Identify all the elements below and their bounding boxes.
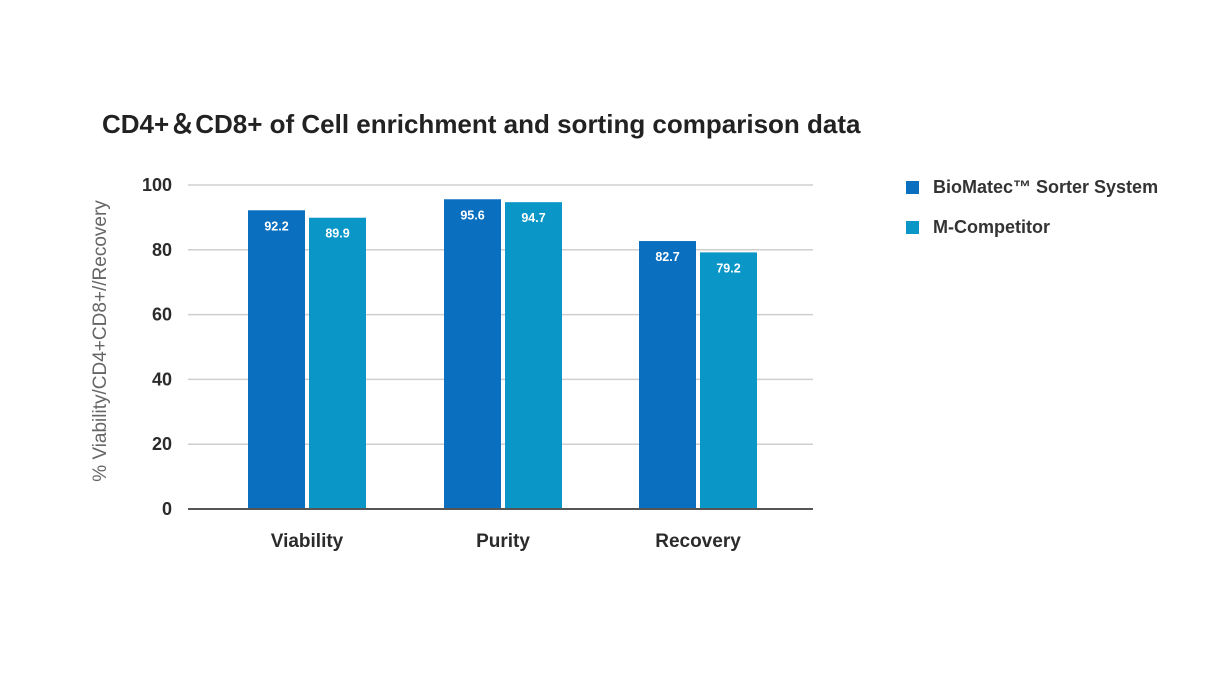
y-tick-label-60: 60	[152, 305, 172, 325]
y-axis-title: % Viability/CD4+CD8+//Recovery	[90, 200, 111, 482]
y-tick-label-20: 20	[152, 434, 172, 454]
data-label-recovery-s0: 82.7	[655, 250, 679, 264]
x-tick-label-purity: Purity	[476, 531, 530, 552]
chart-title: CD4+＆CD8+ of Cell enrichment and sorting…	[102, 109, 861, 139]
legend-label-competitor: M-Competitor	[933, 216, 1050, 237]
data-label-purity-s1: 94.7	[521, 211, 545, 225]
data-label-purity-s0: 95.6	[460, 208, 484, 222]
y-tick-label-100: 100	[142, 175, 172, 195]
legend-label-biomatec: BioMatec™ Sorter System	[933, 176, 1159, 197]
bar-recovery-s1	[700, 252, 757, 509]
bar-purity-s0	[444, 199, 501, 510]
legend-item-competitor: M-Competitor	[906, 216, 1158, 238]
data-label-recovery-s1: 79.2	[716, 261, 740, 275]
bar-purity-s1	[505, 202, 562, 509]
legend-swatch-competitor	[906, 220, 919, 234]
y-tick-label-40: 40	[152, 369, 172, 389]
data-label-viability-s1: 89.9	[325, 227, 349, 241]
y-tick-label-0: 0	[162, 499, 172, 519]
y-tick-label-80: 80	[152, 240, 172, 260]
data-label-viability-s0: 92.2	[264, 219, 288, 233]
x-tick-label-viability: Viability	[271, 531, 344, 552]
legend: BioMatec™ Sorter System M-Competitor	[906, 176, 1158, 256]
legend-item-biomatec: BioMatec™ Sorter System	[906, 176, 1158, 198]
bar-recovery-s0	[639, 241, 696, 509]
bar-viability-s0	[248, 210, 305, 509]
legend-swatch-biomatec	[906, 180, 919, 194]
bar-viability-s1	[309, 217, 366, 509]
x-tick-label-recovery: Recovery	[655, 531, 741, 552]
